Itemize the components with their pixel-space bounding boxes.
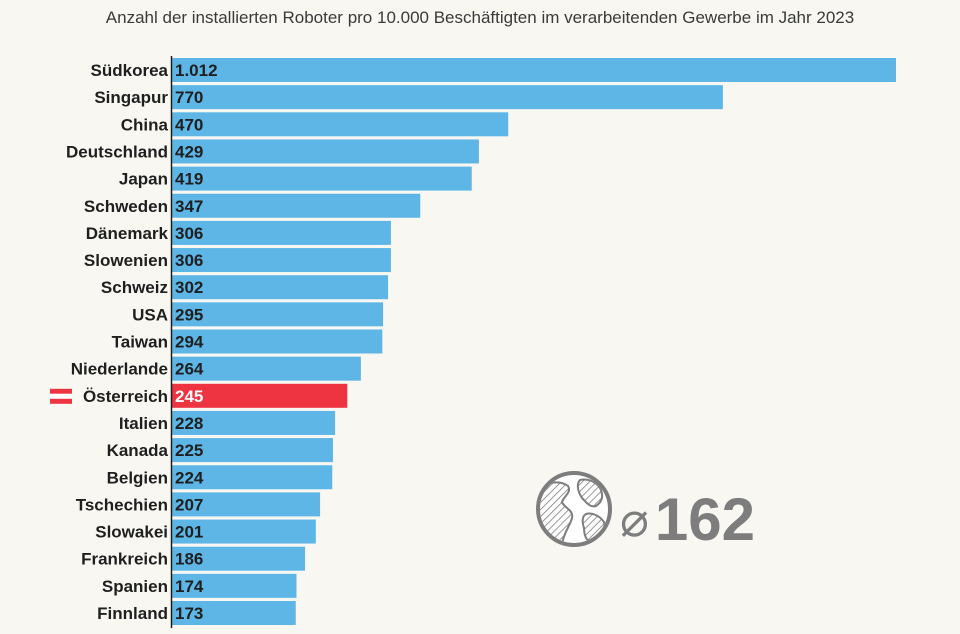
bar-japan — [172, 166, 472, 191]
category-label-italien: Italien — [119, 414, 168, 433]
average-indicator: ⌀ 162 — [534, 466, 774, 556]
value-label-slowakei: 201 — [175, 523, 203, 542]
bar-tschechien — [172, 492, 321, 517]
value-label-dänemark: 306 — [175, 224, 203, 243]
bar-china — [172, 112, 509, 137]
bar-usa — [172, 302, 384, 327]
category-label-slowakei: Slowakei — [95, 523, 168, 542]
value-label-schweiz: 302 — [175, 278, 203, 297]
value-label-taiwan: 294 — [175, 333, 204, 352]
value-label-niederlande: 264 — [175, 360, 204, 379]
category-label-usa: USA — [132, 305, 168, 324]
bar-niederlande — [172, 356, 361, 381]
bar-deutschland — [172, 139, 479, 164]
category-label-belgien: Belgien — [107, 468, 168, 487]
value-label-kanada: 225 — [175, 441, 203, 460]
value-label-finnland: 173 — [175, 604, 203, 623]
category-label-singapur: Singapur — [94, 88, 168, 107]
bar-schweden — [172, 193, 421, 218]
category-label-schweiz: Schweiz — [101, 278, 168, 297]
bar-kanada — [172, 438, 333, 463]
category-label-china: China — [121, 115, 169, 134]
globe-icon — [536, 471, 612, 547]
bar-schweiz — [172, 275, 389, 300]
bar-italien — [172, 410, 336, 435]
value-label-china: 470 — [175, 115, 203, 134]
bar-slowakei — [172, 519, 316, 544]
value-label-japan: 419 — [175, 170, 203, 189]
value-label-spanien: 174 — [175, 577, 204, 596]
value-label-singapur: 770 — [175, 88, 203, 107]
bar-österreich — [172, 383, 348, 408]
value-label-slowenien: 306 — [175, 251, 203, 270]
value-label-frankreich: 186 — [175, 550, 203, 569]
value-label-südkorea: 1.012 — [175, 61, 218, 80]
category-label-deutschland: Deutschland — [66, 142, 168, 161]
chart-title: Anzahl der installierten Roboter pro 10.… — [105, 8, 855, 27]
category-label-dänemark: Dänemark — [86, 224, 169, 243]
average-symbol: ⌀ — [620, 494, 649, 547]
category-label-spanien: Spanien — [102, 577, 168, 596]
value-label-usa: 295 — [175, 305, 203, 324]
category-label-finnland: Finnland — [97, 604, 168, 623]
category-label-schweden: Schweden — [84, 197, 168, 216]
category-label-frankreich: Frankreich — [81, 550, 168, 569]
bar-finnland — [172, 601, 296, 625]
category-label-taiwan: Taiwan — [112, 333, 168, 352]
category-label-japan: Japan — [119, 170, 168, 189]
category-label-niederlande: Niederlande — [71, 360, 168, 379]
average-number: 162 — [654, 486, 756, 553]
bar-singapur — [172, 85, 723, 110]
bar-frankreich — [172, 546, 306, 571]
category-label-südkorea: Südkorea — [91, 61, 169, 80]
category-label-tschechien: Tschechien — [76, 495, 168, 514]
value-label-deutschland: 429 — [175, 142, 203, 161]
value-label-belgien: 224 — [175, 468, 204, 487]
bar-belgien — [172, 465, 333, 490]
value-label-schweden: 347 — [175, 197, 203, 216]
value-label-italien: 228 — [175, 414, 203, 433]
bar-dänemark — [172, 220, 391, 245]
category-label-slowenien: Slowenien — [84, 251, 168, 270]
category-label-österreich: Österreich — [83, 387, 168, 406]
value-label-österreich: 245 — [175, 387, 203, 406]
bar-spanien — [172, 573, 297, 598]
austria-flag-icon — [50, 388, 72, 404]
bar-taiwan — [172, 329, 383, 354]
bar-südkorea — [172, 58, 896, 82]
average-value: ⌀ 162 — [620, 490, 755, 551]
value-label-tschechien: 207 — [175, 495, 203, 514]
category-label-kanada: Kanada — [107, 441, 169, 460]
bar-slowenien — [172, 248, 391, 273]
